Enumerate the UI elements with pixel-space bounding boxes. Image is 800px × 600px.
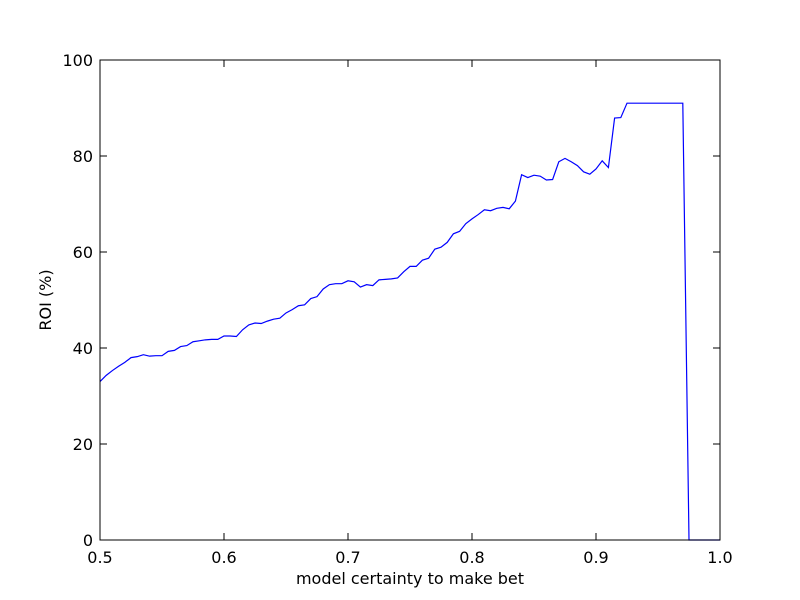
y-tick-label: 80 — [73, 147, 93, 166]
axis-ticks: 0.5 0.6 0.7 0.8 0.9 1.0 0 20 40 60 80 100 — [62, 51, 732, 567]
x-tick-label: 0.9 — [583, 548, 608, 567]
y-tick-label: 0 — [83, 531, 93, 550]
y-tick-label: 60 — [73, 243, 93, 262]
roi-series-line — [99, 102, 720, 541]
x-tick-label: 0.7 — [335, 548, 360, 567]
x-tick-label: 0.6 — [211, 548, 236, 567]
x-tick-label: 0.8 — [459, 548, 484, 567]
y-tick-label: 20 — [73, 435, 93, 454]
x-axis-label: model certainty to make bet — [296, 569, 524, 588]
plot-frame — [99, 59, 721, 541]
x-tick-label: 1.0 — [707, 548, 732, 567]
plot-content — [99, 102, 720, 541]
x-tick-label: 0.5 — [87, 548, 112, 567]
y-tick-label: 100 — [62, 51, 93, 70]
y-axis-label: ROI (%) — [36, 269, 55, 330]
y-tick-label: 40 — [73, 339, 93, 358]
